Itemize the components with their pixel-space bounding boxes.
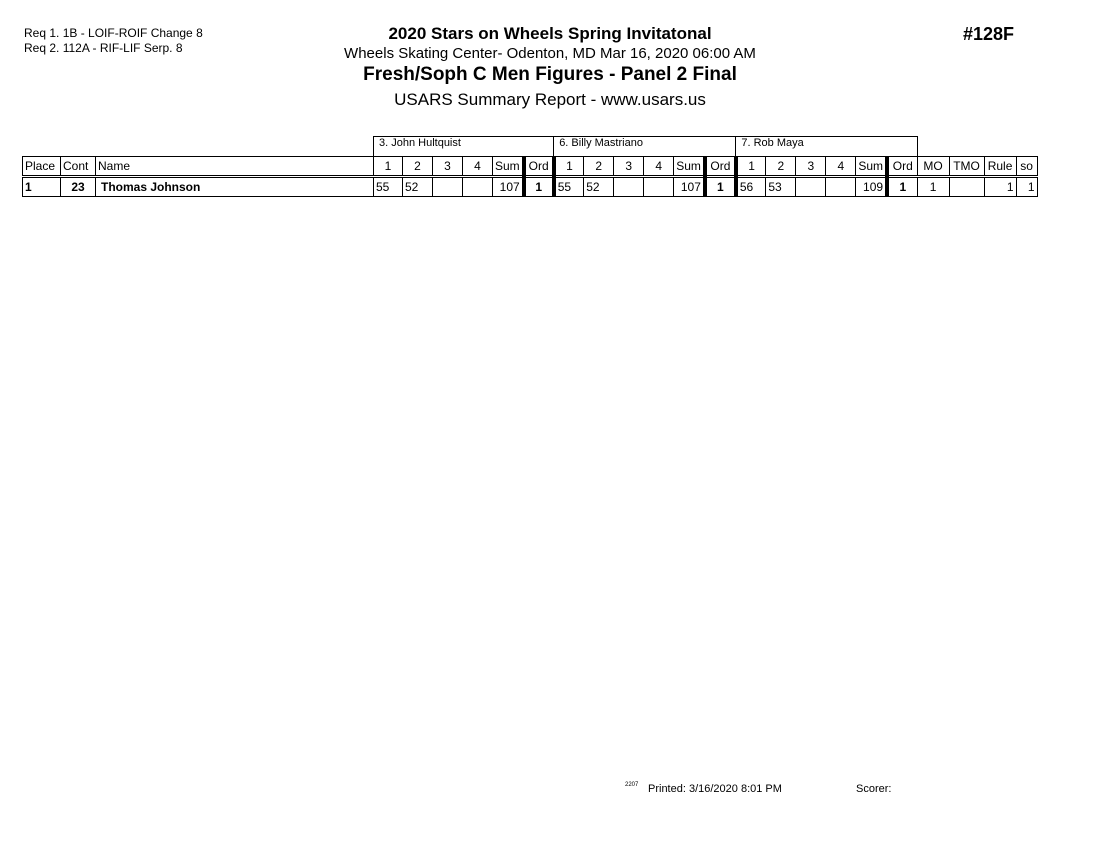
tmo-value xyxy=(948,176,985,197)
judge-1-col-header: 3 xyxy=(432,156,463,178)
judge-2-score xyxy=(613,176,645,197)
judge-1-score: 52 xyxy=(402,176,433,197)
judge-3-col-header: 1 xyxy=(733,156,767,178)
judge-3-name: 7. Rob Maya xyxy=(735,136,918,157)
judge-1-col-header: 2 xyxy=(402,156,433,178)
cont: 23 xyxy=(60,176,96,197)
printed-timestamp: Printed: 3/16/2020 8:01 PM xyxy=(648,783,782,795)
judge-3-score: 109 xyxy=(855,176,888,197)
judge-1-score: 107 xyxy=(491,176,525,197)
col-mo: MO xyxy=(916,156,950,178)
col-tmo: TMO xyxy=(948,156,985,178)
requirement-1: Req 1. 1B - LOIF-ROIF Change 8 xyxy=(24,26,203,40)
skater-name: Thomas Johnson xyxy=(95,176,374,197)
scorer-label: Scorer: xyxy=(856,783,892,795)
col-name: Name xyxy=(95,156,374,178)
event-title: Fresh/Soph C Men Figures - Panel 2 Final xyxy=(363,64,737,85)
venue-date: Wheels Skating Center- Odenton, MD Mar 1… xyxy=(344,45,756,62)
judge-3-score xyxy=(825,176,857,197)
table-row: 1 23 Thomas Johnson 55 52 107 1 55 52 107 1 56 53… xyxy=(22,176,1038,197)
judge-2-col-header: 4 xyxy=(643,156,675,178)
competition-title: 2020 Stars on Wheels Spring Invitatonal xyxy=(388,24,712,43)
judge-2-name: 6. Billy Mastriano xyxy=(553,136,737,157)
col-so: so xyxy=(1015,156,1038,178)
place: 1 xyxy=(22,176,61,197)
results-table: 3. John Hultquist 6. Billy Mastriano 7. … xyxy=(22,136,1038,197)
requirement-2: Req 2. 112A - RIF-LIF Serp. 8 xyxy=(24,41,183,55)
judge-1-col-header: Sum xyxy=(491,156,525,178)
version: 2207 xyxy=(625,782,639,788)
judge-3-col-header: 3 xyxy=(795,156,827,178)
judge-2-col-header: 1 xyxy=(551,156,585,178)
judge-3-col-header: Sum xyxy=(855,156,888,178)
judge-2-col-header: 3 xyxy=(613,156,645,178)
judge-2-col-header: Ord xyxy=(702,156,737,178)
rule-value: 1 xyxy=(983,176,1017,197)
judge-2-score: 55 xyxy=(551,176,585,197)
judge-1-score xyxy=(432,176,463,197)
judge-1-score: 1 xyxy=(521,176,555,197)
col-place: Place xyxy=(22,156,61,178)
judge-header-row: 3. John Hultquist 6. Billy Mastriano 7. … xyxy=(23,136,1038,157)
judge-1-col-header: 1 xyxy=(373,156,403,178)
judge-3-score xyxy=(795,176,827,197)
judge-1-col-header: Ord xyxy=(521,156,555,178)
judge-2-col-header: Sum xyxy=(673,156,706,178)
event-number: #128F xyxy=(963,24,1015,44)
judge-3-score: 53 xyxy=(765,176,797,197)
judge-1-score xyxy=(462,176,493,197)
judge-3-col-header: 2 xyxy=(765,156,797,178)
judge-2-col-header: 2 xyxy=(583,156,615,178)
mo-value: 1 xyxy=(916,176,950,197)
judge-1-col-header: 4 xyxy=(462,156,493,178)
so-value: 1 xyxy=(1015,176,1038,197)
judge-2-score: 1 xyxy=(702,176,737,197)
column-header-row: Place Cont Name 1 2 3 4 Sum Ord 1 2 3 4 Sum Ord 1 2 3 4… xyxy=(22,156,1038,178)
judge-1-score: 55 xyxy=(373,176,403,197)
col-cont: Cont xyxy=(60,156,96,178)
judge-2-score xyxy=(643,176,675,197)
judge-1-name: 3. John Hultquist xyxy=(372,136,555,157)
judge-3-score: 1 xyxy=(885,176,918,197)
judge-3-score: 56 xyxy=(733,176,767,197)
judge-2-score: 52 xyxy=(583,176,615,197)
judge-2-score: 107 xyxy=(673,176,706,197)
judge-3-col-header: Ord xyxy=(885,156,918,178)
report-title: USARS Summary Report - www.usars.us xyxy=(394,90,706,109)
judge-3-col-header: 4 xyxy=(825,156,857,178)
col-rule: Rule xyxy=(983,156,1017,178)
